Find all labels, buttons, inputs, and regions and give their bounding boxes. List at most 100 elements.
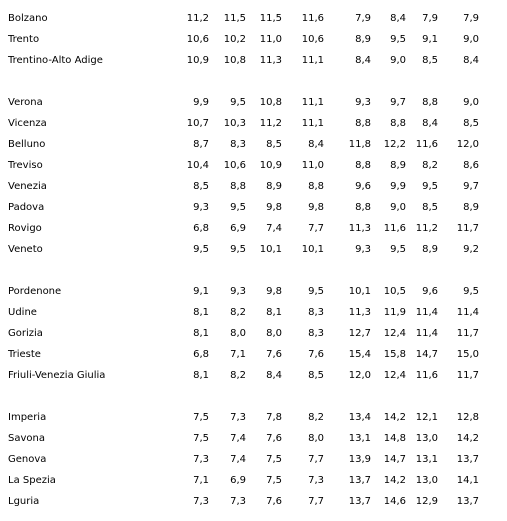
value-cell: 8,8 bbox=[355, 118, 371, 129]
value-cell: 11,7 bbox=[456, 223, 479, 234]
value-cell: 9,0 bbox=[390, 202, 406, 213]
value-cell: 8,5 bbox=[463, 118, 479, 129]
value-cell: 13,1 bbox=[348, 433, 371, 444]
row-label: Udine bbox=[8, 307, 37, 318]
value-cell: 7,5 bbox=[266, 475, 282, 486]
row-label: Genova bbox=[8, 454, 47, 465]
value-cell: 6,9 bbox=[230, 475, 246, 486]
value-cell: 8,5 bbox=[422, 55, 438, 66]
value-cell: 9,1 bbox=[422, 34, 438, 45]
row-label: Trentino-Alto Adige bbox=[8, 55, 103, 66]
row-label: Trieste bbox=[8, 349, 41, 360]
value-cell: 8,8 bbox=[390, 118, 406, 129]
value-cell: 9,1 bbox=[193, 286, 209, 297]
value-cell: 8,9 bbox=[463, 202, 479, 213]
value-cell: 14,1 bbox=[456, 475, 479, 486]
value-cell: 13,9 bbox=[348, 454, 371, 465]
value-cell: 14,2 bbox=[383, 475, 406, 486]
value-cell: 9,8 bbox=[266, 286, 282, 297]
value-cell: 8,8 bbox=[422, 97, 438, 108]
value-cell: 7,6 bbox=[308, 349, 324, 360]
value-cell: 14,7 bbox=[383, 454, 406, 465]
value-cell: 8,8 bbox=[308, 181, 324, 192]
value-cell: 7,4 bbox=[266, 223, 282, 234]
value-cell: 9,5 bbox=[193, 244, 209, 255]
value-cell: 10,4 bbox=[186, 160, 209, 171]
value-cell: 12,9 bbox=[415, 496, 438, 507]
value-cell: 7,3 bbox=[230, 412, 246, 423]
value-cell: 11,7 bbox=[456, 328, 479, 339]
value-cell: 6,9 bbox=[230, 223, 246, 234]
value-cell: 8,2 bbox=[230, 370, 246, 381]
row-label: Imperia bbox=[8, 412, 47, 423]
value-cell: 9,7 bbox=[463, 181, 479, 192]
value-cell: 12,0 bbox=[456, 139, 479, 150]
value-cell: 10,6 bbox=[223, 160, 246, 171]
value-cell: 13,7 bbox=[456, 496, 479, 507]
value-cell: 9,5 bbox=[390, 244, 406, 255]
value-cell: 9,5 bbox=[422, 181, 438, 192]
value-cell: 7,1 bbox=[230, 349, 246, 360]
value-cell: 7,6 bbox=[266, 433, 282, 444]
value-cell: 6,8 bbox=[193, 349, 209, 360]
value-cell: 9,3 bbox=[355, 97, 371, 108]
value-cell: 7,8 bbox=[266, 412, 282, 423]
value-cell: 7,4 bbox=[230, 433, 246, 444]
value-cell: 11,5 bbox=[259, 13, 282, 24]
value-cell: 8,8 bbox=[355, 202, 371, 213]
value-cell: 12,8 bbox=[456, 412, 479, 423]
value-cell: 7,1 bbox=[193, 475, 209, 486]
value-cell: 9,5 bbox=[230, 97, 246, 108]
value-cell: 12,0 bbox=[348, 370, 371, 381]
value-cell: 11,4 bbox=[415, 328, 438, 339]
value-cell: 11,8 bbox=[348, 139, 371, 150]
value-cell: 9,5 bbox=[230, 202, 246, 213]
value-cell: 9,3 bbox=[230, 286, 246, 297]
value-cell: 9,0 bbox=[463, 34, 479, 45]
value-cell: 8,0 bbox=[266, 328, 282, 339]
value-cell: 15,4 bbox=[348, 349, 371, 360]
value-cell: 11,6 bbox=[383, 223, 406, 234]
value-cell: 12,4 bbox=[383, 370, 406, 381]
value-cell: 8,0 bbox=[230, 328, 246, 339]
row-label: Savona bbox=[8, 433, 45, 444]
value-cell: 9,5 bbox=[390, 34, 406, 45]
value-cell: 10,6 bbox=[186, 34, 209, 45]
row-label: Friuli-Venezia Giulia bbox=[8, 370, 106, 381]
value-cell: 8,3 bbox=[230, 139, 246, 150]
value-cell: 8,2 bbox=[230, 307, 246, 318]
value-cell: 9,8 bbox=[308, 202, 324, 213]
value-cell: 8,8 bbox=[230, 181, 246, 192]
value-cell: 11,3 bbox=[348, 223, 371, 234]
value-cell: 8,9 bbox=[266, 181, 282, 192]
value-cell: 8,1 bbox=[266, 307, 282, 318]
value-cell: 11,3 bbox=[259, 55, 282, 66]
value-cell: 10,9 bbox=[259, 160, 282, 171]
value-cell: 11,4 bbox=[456, 307, 479, 318]
value-cell: 14,6 bbox=[383, 496, 406, 507]
value-cell: 7,7 bbox=[308, 223, 324, 234]
row-label: Padova bbox=[8, 202, 45, 213]
value-cell: 10,2 bbox=[223, 34, 246, 45]
row-label: Venezia bbox=[8, 181, 47, 192]
value-cell: 8,1 bbox=[193, 307, 209, 318]
value-cell: 8,5 bbox=[266, 139, 282, 150]
row-label: Belluno bbox=[8, 139, 46, 150]
value-cell: 7,3 bbox=[308, 475, 324, 486]
value-cell: 8,4 bbox=[463, 55, 479, 66]
value-cell: 9,6 bbox=[422, 286, 438, 297]
value-cell: 8,9 bbox=[390, 160, 406, 171]
value-cell: 11,1 bbox=[301, 118, 324, 129]
value-cell: 10,1 bbox=[259, 244, 282, 255]
value-cell: 14,7 bbox=[415, 349, 438, 360]
value-cell: 10,9 bbox=[186, 55, 209, 66]
value-cell: 13,0 bbox=[415, 475, 438, 486]
value-cell: 9,5 bbox=[230, 244, 246, 255]
value-cell: 10,6 bbox=[301, 34, 324, 45]
value-cell: 7,3 bbox=[193, 454, 209, 465]
value-cell: 11,5 bbox=[223, 13, 246, 24]
value-cell: 13,7 bbox=[348, 496, 371, 507]
value-cell: 14,2 bbox=[383, 412, 406, 423]
value-cell: 10,8 bbox=[223, 55, 246, 66]
row-label: Verona bbox=[8, 97, 43, 108]
